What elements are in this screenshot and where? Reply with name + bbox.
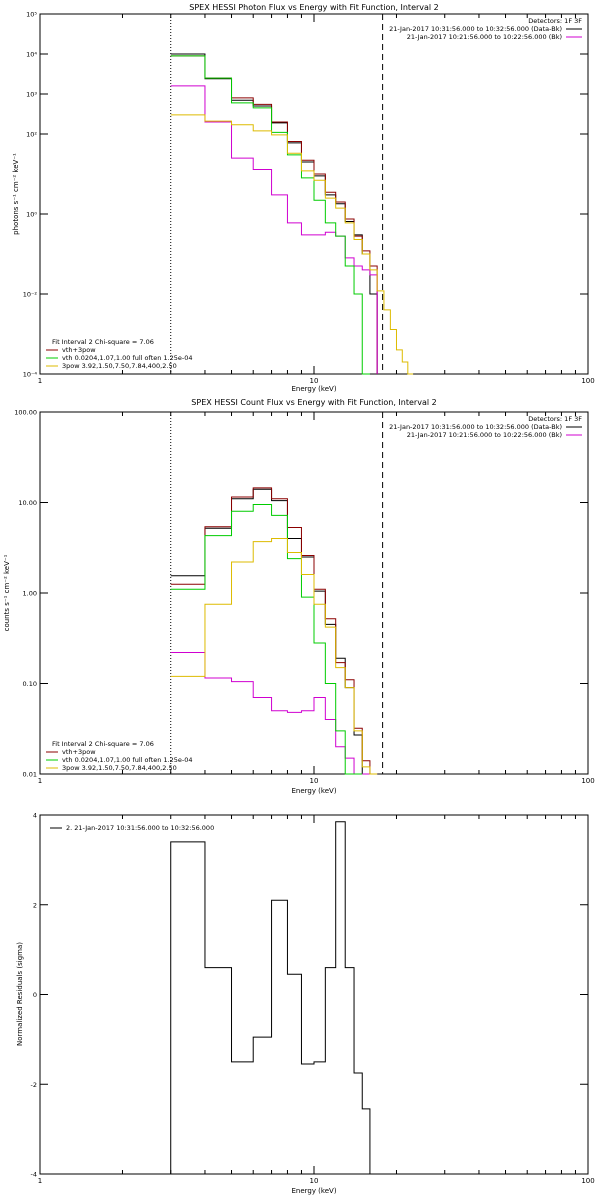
photon-flux-ticks: 1 10 100 10⁻⁴ 10⁻² 10⁰ 10² 10³ 10⁴ 10⁵ <box>23 11 595 386</box>
count-flux-series-3pow <box>170 538 378 775</box>
count-flux-data-legend-item-2: 21-Jan-2017 10:21:56.000 to 10:22:56.000… <box>407 431 562 439</box>
count-flux-vlines <box>170 412 384 774</box>
count-flux-fit-legend-item-2: vth 0.0204,1.07,1.00 full often 1.25e-04 <box>62 756 193 764</box>
count-flux-x-tick-label: 100 <box>581 777 594 785</box>
photon-flux-detectors-label: Detectors: 1F 3F <box>528 17 582 25</box>
photon-flux-series-vth-3pow <box>170 55 378 374</box>
residuals-plot-frame <box>39 814 589 1175</box>
photon-flux-y-tick-label: 10³ <box>26 91 37 99</box>
photon-flux-y-tick-label: 10⁰ <box>26 211 37 219</box>
count-flux-series-vth <box>170 504 363 775</box>
residuals-y-tick-label: -2 <box>31 1081 37 1089</box>
photon-flux-panel: SPEX HESSI Photon Flux vs Energy with Fi… <box>12 3 595 393</box>
residuals-x-tick-label: 10 <box>310 1177 319 1185</box>
photon-flux-y-tick-label: 10⁵ <box>26 11 37 19</box>
count-flux-x-tick-label: 10 <box>310 777 319 785</box>
photon-flux-fit-legend: Fit Interval 2 Chi-square = 7.06 vth+3po… <box>46 338 193 370</box>
residuals-y-tick-label: 4 <box>33 812 37 820</box>
count-flux-title: SPEX HESSI Count Flux vs Energy with Fit… <box>191 398 436 407</box>
count-flux-y-tick-label: 100.00 <box>14 409 37 417</box>
residuals-y-tick-label: 0 <box>33 991 37 999</box>
count-flux-series <box>170 487 378 775</box>
residuals-panel: 1 10 100 -4 -2 0 2 4 Energy (keV) Normalized Re… <box>16 812 595 1196</box>
count-flux-y-tick-label: 1.00 <box>23 590 37 598</box>
residuals-x-axis-label: Energy (keV) <box>291 1187 336 1195</box>
residuals-y-tick-label: 2 <box>33 901 37 909</box>
residuals-ticks: 1 10 100 -4 -2 0 2 4 <box>31 812 595 1186</box>
residuals-series <box>170 821 371 1174</box>
photon-flux-series-3pow <box>170 114 414 375</box>
count-flux-panel: SPEX HESSI Count Flux vs Energy with Fit… <box>3 398 595 795</box>
photon-flux-y-axis-label: photons s⁻¹ cm⁻² keV⁻¹ <box>12 153 20 235</box>
photon-flux-y-tick-label: 10⁻⁴ <box>23 371 38 379</box>
photon-flux-y-tick-label: 10⁴ <box>26 51 37 59</box>
photon-flux-series-bk <box>170 85 378 374</box>
residuals-legend-text: 2. 21-Jan-2017 10:31:56.000 to 10:32:56.… <box>66 824 214 832</box>
photon-flux-data-legend-item-2: 21-Jan-2017 10:21:56.000 to 10:22:56.000… <box>407 33 562 41</box>
photon-flux-fit-legend-item-2: vth 0.0204,1.07,1.00 full often 1.25e-04 <box>62 354 193 362</box>
residuals-y-tick-label: -4 <box>31 1171 37 1179</box>
photon-flux-x-tick-label: 100 <box>581 377 594 385</box>
count-flux-y-tick-label: 10.00 <box>18 499 37 507</box>
photon-flux-x-tick-label: 10 <box>310 377 319 385</box>
count-flux-series-bk <box>170 652 378 775</box>
count-flux-x-tick-label: 1 <box>38 777 42 785</box>
photon-flux-data-legend: 21-Jan-2017 10:31:56.000 to 10:32:56.000… <box>389 25 582 41</box>
count-flux-y-tick-label: 0.01 <box>23 771 37 779</box>
photon-flux-fit-legend-header: Fit Interval 2 Chi-square = 7.06 <box>52 338 154 346</box>
residuals-series-residuals <box>170 821 371 1174</box>
count-flux-data-legend-item-1: 21-Jan-2017 10:31:56.000 to 10:32:56.000… <box>389 423 562 431</box>
photon-flux-y-tick-label: 10⁻² <box>23 291 38 299</box>
count-flux-y-tick-label: 0.10 <box>23 680 37 688</box>
photon-flux-fit-legend-item-1: vth+3pow <box>62 346 96 354</box>
photon-flux-series-vth <box>170 55 370 375</box>
photon-flux-series <box>170 53 414 375</box>
photon-flux-vlines <box>170 14 384 374</box>
count-flux-series-vth-3pow <box>170 487 378 775</box>
count-flux-x-axis-label: Energy (keV) <box>291 787 336 795</box>
residuals-x-tick-label: 100 <box>581 1177 594 1185</box>
count-flux-y-axis-label: counts s⁻¹ cm⁻² keV⁻¹ <box>3 554 11 631</box>
count-flux-fit-legend-item-1: vth+3pow <box>62 748 96 756</box>
photon-flux-title: SPEX HESSI Photon Flux vs Energy with Fi… <box>189 3 439 12</box>
photon-flux-x-axis-label: Energy (keV) <box>291 385 336 393</box>
residuals-y-axis-label: Normalized Residuals (sigma) <box>16 942 24 1046</box>
count-flux-data-legend: 21-Jan-2017 10:31:56.000 to 10:32:56.000… <box>389 423 582 439</box>
count-flux-detectors-label: Detectors: 1F 3F <box>528 415 582 423</box>
photon-flux-data-legend-item-1: 21-Jan-2017 10:31:56.000 to 10:32:56.000… <box>389 25 562 33</box>
residuals-x-tick-label: 1 <box>38 1177 42 1185</box>
photon-flux-series-data-bk <box>170 53 378 374</box>
count-flux-fit-legend-item-3: 3pow 3.92,1.50,7.50,7.84,400,2.50 <box>62 764 177 772</box>
count-flux-fit-legend-header: Fit Interval 2 Chi-square = 7.06 <box>52 740 154 748</box>
count-flux-series-data-bk <box>170 488 378 775</box>
photon-flux-fit-legend-item-3: 3pow 3.92,1.50,7.50,7.84,400,2.50 <box>62 362 177 370</box>
count-flux-ticks: 1 10 100 0.01 0.10 1.00 10.00 100.00 <box>14 409 594 786</box>
count-flux-fit-legend: Fit Interval 2 Chi-square = 7.06 vth+3po… <box>46 740 193 772</box>
photon-flux-x-tick-label: 1 <box>38 377 42 385</box>
photon-flux-y-tick-label: 10² <box>26 131 37 139</box>
